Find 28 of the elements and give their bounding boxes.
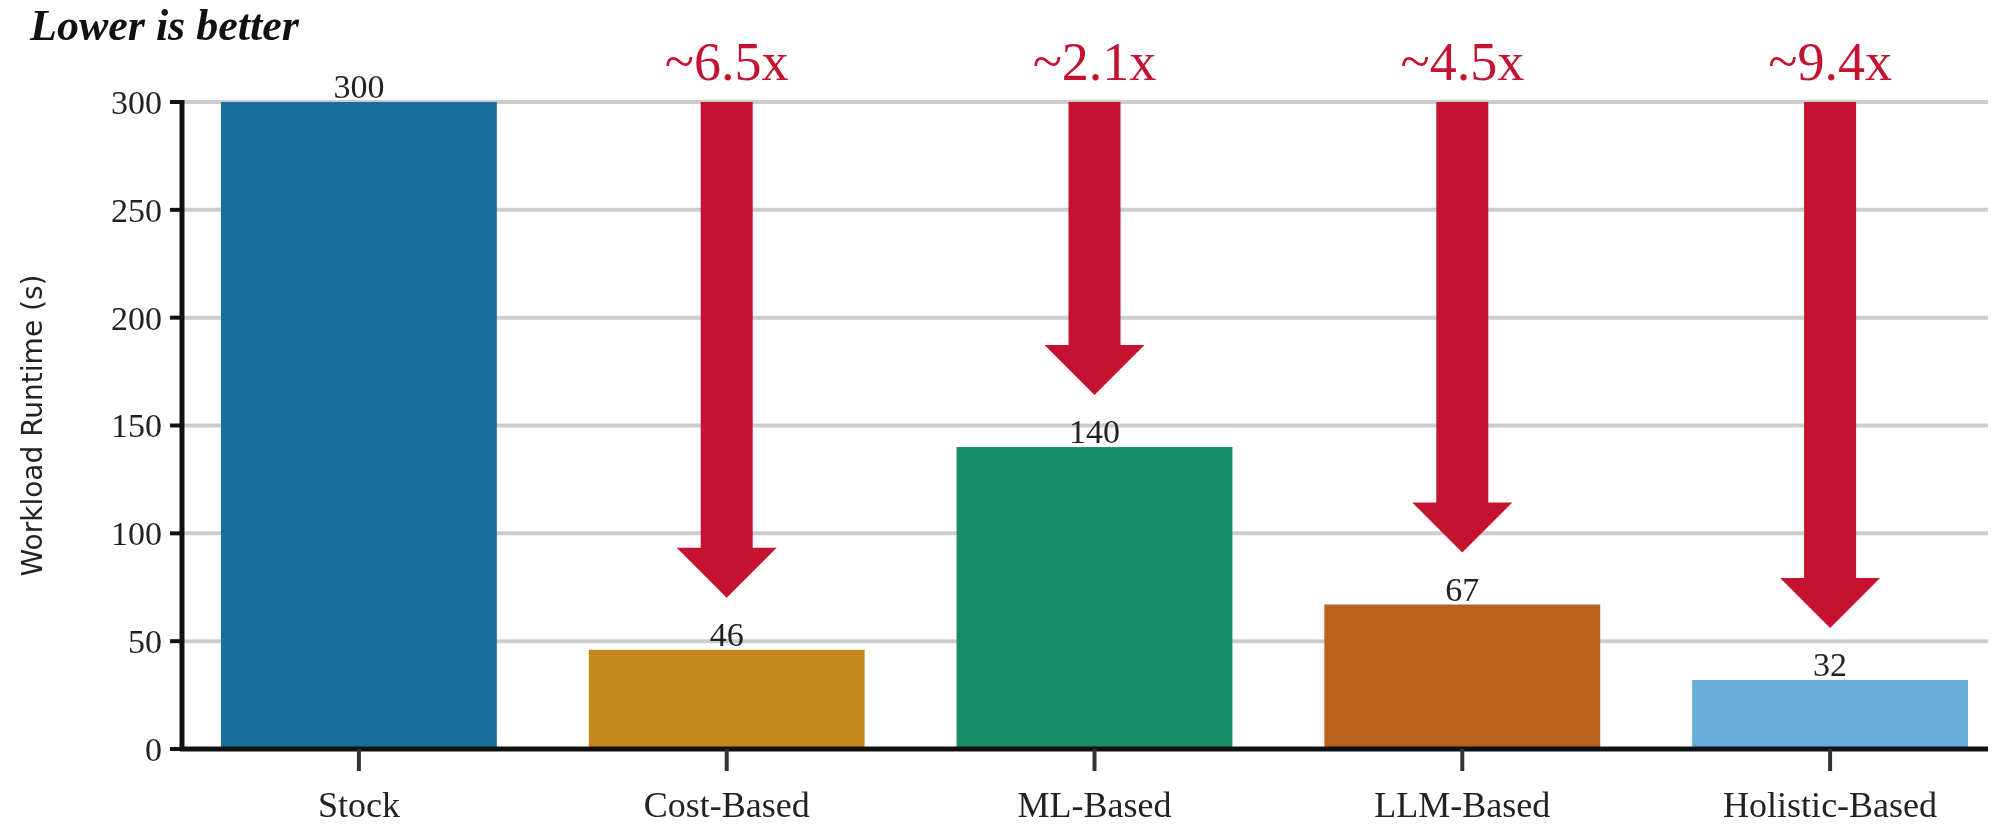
text: ~6.5x <box>664 32 789 92</box>
text: ~2.1x <box>1032 32 1157 92</box>
x-tick-label: ML-Based <box>1017 785 1172 825</box>
bar <box>220 102 497 749</box>
bar <box>956 447 1233 749</box>
bar <box>1692 679 1969 749</box>
data-label: 32 <box>1813 645 1848 683</box>
data-label: 46 <box>709 615 744 653</box>
y-tick-label: 150 <box>111 407 162 445</box>
y-tick-label: 100 <box>111 515 162 553</box>
text: ~9.4x <box>1768 32 1892 92</box>
x-tick-label: Cost-Based <box>643 785 810 825</box>
y-tick-label: 50 <box>128 623 162 661</box>
bar <box>1324 604 1601 749</box>
y-tick-label: 250 <box>111 191 162 229</box>
data-label: 67 <box>1445 570 1480 608</box>
y-tick-label: 300 <box>111 83 162 121</box>
y-tick-label: 200 <box>111 299 162 337</box>
x-tick-label: Holistic-Based <box>1723 785 1938 825</box>
y-axis-title: Workload Runtime (s) <box>16 274 49 577</box>
chart-title: Lower is better <box>29 1 300 50</box>
x-tick-label: Stock <box>317 785 400 825</box>
data-label: 140 <box>1069 413 1120 451</box>
x-tick-label: LLM-Based <box>1374 785 1551 825</box>
text: ~4.5x <box>1400 32 1525 92</box>
bar <box>588 649 865 749</box>
y-tick-label: 0 <box>145 730 162 768</box>
data-label: 300 <box>333 68 385 105</box>
